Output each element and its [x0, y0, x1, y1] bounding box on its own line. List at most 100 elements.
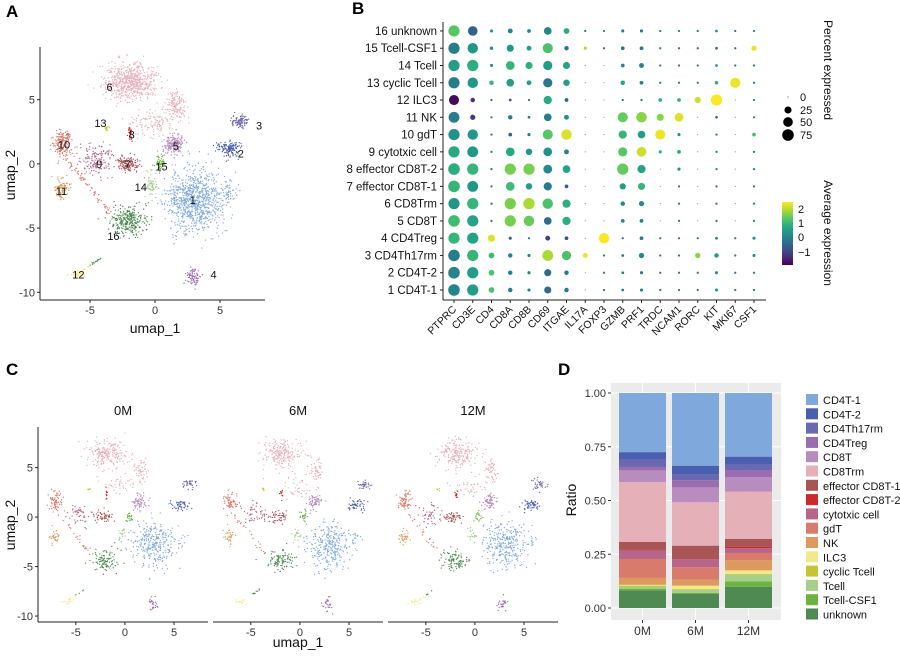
umap-point: [110, 451, 111, 452]
umap-point: [150, 78, 151, 79]
umap-point: [145, 218, 146, 219]
umap-point: [190, 275, 191, 276]
umap-point: [213, 180, 214, 181]
umap-point: [188, 281, 189, 282]
umap-point: [135, 222, 136, 223]
umap-point: [185, 228, 186, 229]
umap-point: [187, 272, 188, 273]
umap-point: [136, 555, 137, 556]
umap-point: [152, 544, 153, 545]
umap-point: [129, 217, 130, 218]
expression-dot: [449, 95, 459, 105]
umap-point: [114, 66, 115, 67]
umap-point: [215, 214, 216, 215]
umap-point: [157, 120, 158, 121]
umap-point: [141, 484, 142, 485]
umap-point: [238, 120, 239, 121]
umap-point: [71, 170, 72, 171]
umap-point: [125, 85, 126, 86]
y-tick-label: 5: [29, 95, 35, 107]
umap-point: [119, 56, 120, 57]
expression-dot: [659, 254, 661, 256]
umap-point: [180, 203, 181, 204]
umap-point: [146, 552, 147, 553]
umap-point: [122, 118, 123, 119]
expression-dot: [603, 30, 605, 32]
umap-point: [100, 153, 101, 154]
umap-point: [137, 138, 138, 139]
umap-point: [179, 96, 180, 97]
umap-point: [150, 89, 151, 90]
umap-point: [121, 87, 122, 88]
umap-point: [240, 124, 241, 125]
umap-point: [155, 596, 156, 597]
umap-point: [199, 202, 200, 203]
expression-dot: [564, 149, 569, 154]
umap-point: [65, 156, 66, 157]
umap-point: [138, 546, 139, 547]
umap-point: [172, 110, 173, 111]
umap-point: [139, 88, 140, 89]
umap-point: [113, 453, 114, 454]
umap-point: [202, 188, 203, 189]
umap-point: [153, 129, 154, 130]
expression-dot: [562, 217, 570, 225]
umap-point: [143, 462, 144, 463]
umap-point: [230, 140, 231, 141]
umap-point: [130, 231, 131, 232]
umap-point: [142, 546, 143, 547]
expression-dot: [544, 286, 551, 293]
expression-dot: [489, 253, 495, 259]
umap-point: [197, 181, 198, 182]
umap-point: [175, 204, 176, 205]
expression-dot: [490, 99, 492, 101]
umap-point: [172, 234, 173, 235]
umap-point: [192, 274, 193, 275]
umap-point: [122, 206, 123, 207]
umap-point: [101, 519, 102, 520]
umap-point: [152, 549, 153, 550]
umap-point: [217, 215, 218, 216]
umap-point: [167, 121, 168, 122]
umap-point: [216, 206, 217, 207]
umap-point: [177, 224, 178, 225]
umap-point: [148, 539, 149, 540]
umap-point: [56, 502, 57, 503]
umap-point: [146, 534, 147, 535]
expression-dot: [604, 65, 605, 66]
umap-point: [144, 528, 145, 529]
umap-point: [144, 84, 145, 85]
umap-point: [51, 489, 52, 490]
umap-point: [60, 184, 61, 185]
umap-point: [151, 90, 152, 91]
umap-point: [158, 73, 159, 74]
umap-point: [97, 444, 98, 445]
umap-point: [139, 202, 140, 203]
expression-dot: [678, 64, 680, 66]
umap-point: [129, 68, 130, 69]
umap-point: [228, 151, 229, 152]
umap-point: [242, 122, 243, 123]
umap-point: [182, 216, 183, 217]
expression-dot: [604, 117, 605, 118]
umap-point: [195, 481, 196, 482]
expression-dot: [449, 112, 460, 123]
umap-point: [50, 505, 51, 506]
umap-point: [231, 180, 232, 181]
umap-point: [143, 520, 144, 521]
umap-point: [109, 127, 110, 128]
umap-point: [168, 211, 169, 212]
umap-point: [92, 174, 93, 175]
umap-point: [226, 186, 227, 187]
umap-point: [123, 86, 124, 87]
expression-dot: [753, 64, 755, 66]
umap-point: [76, 153, 77, 154]
umap-point: [49, 508, 50, 509]
umap-point: [140, 531, 141, 532]
expression-dot: [467, 215, 478, 226]
umap-point: [192, 270, 193, 271]
umap-point: [156, 603, 157, 604]
umap-point: [179, 200, 180, 201]
umap-point: [102, 66, 103, 67]
umap-point: [100, 177, 101, 178]
